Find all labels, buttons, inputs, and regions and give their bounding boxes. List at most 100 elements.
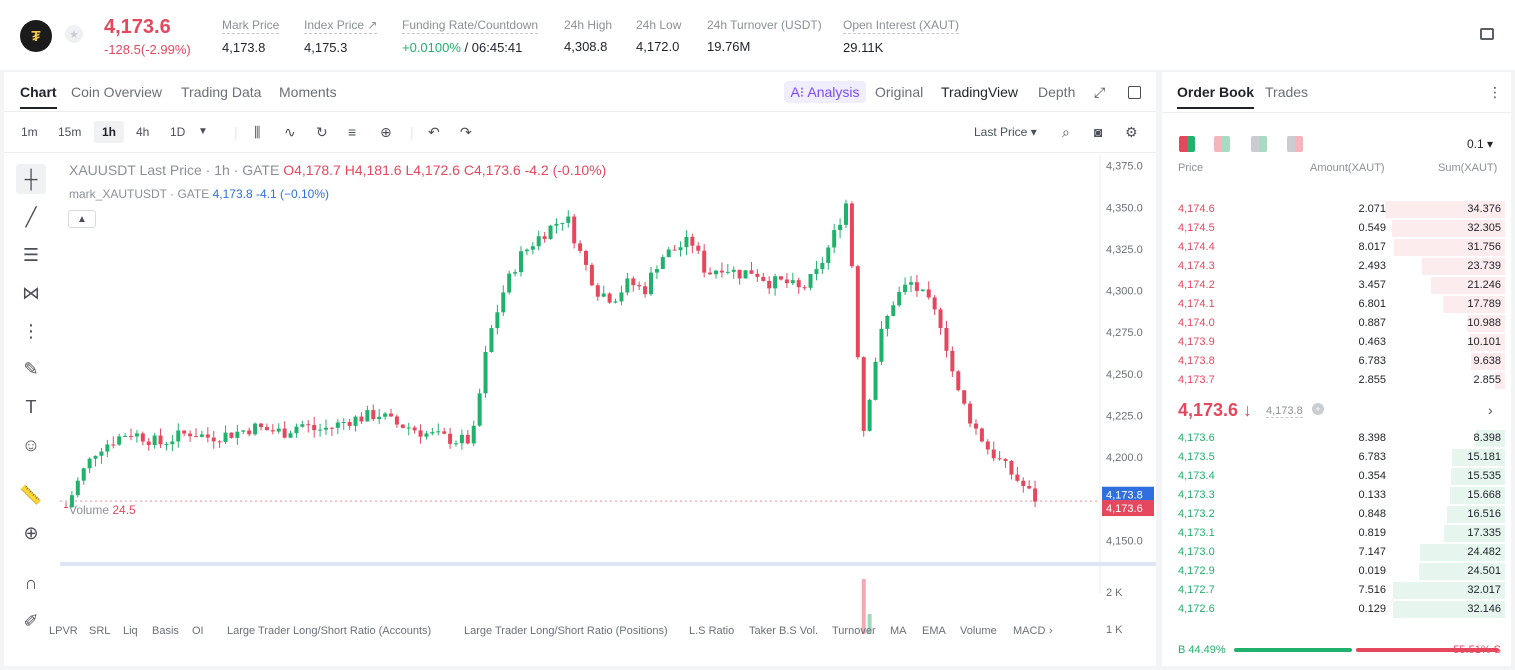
zoom-in-icon[interactable]: ⊕	[23, 522, 39, 543]
indicator-liq[interactable]: Liq	[123, 625, 138, 637]
indicator-large-trader-long-short-ratio-positions-[interactable]: Large Trader Long/Short Ratio (Positions…	[464, 625, 668, 637]
bid-row[interactable]: 4,173.3 0.133 15.668	[1162, 486, 1511, 505]
search-icon[interactable]: ⌕	[1062, 124, 1070, 140]
candle-type-icon[interactable]: ⫼	[254, 124, 261, 140]
pattern-icon[interactable]: ⋈	[22, 282, 40, 303]
indicator-oi[interactable]: OI	[192, 625, 204, 637]
trendline-icon[interactable]: ╱	[25, 206, 37, 227]
bid-row[interactable]: 4,173.4 0.354 15.535	[1162, 467, 1511, 486]
ask-row[interactable]: 4,174.1 6.801 17.789	[1162, 295, 1511, 314]
tf-1m[interactable]: 1m	[21, 125, 38, 139]
ask-row[interactable]: 4,174.4 8.017 31.756	[1162, 238, 1511, 257]
indicator-taker-b-s-vol-[interactable]: Taker B.S Vol.	[749, 625, 819, 637]
ai-analysis-button[interactable]: A⁝ Analysis	[784, 81, 866, 103]
ask-row[interactable]: 4,173.7 2.855 2.855	[1162, 371, 1511, 390]
bid-row[interactable]: 4,172.6 0.129 32.146	[1162, 600, 1511, 619]
ask-row[interactable]: 4,174.3 2.493 23.739	[1162, 257, 1511, 276]
view-mixed-icon[interactable]	[1214, 136, 1230, 152]
bid-row[interactable]: 4,173.2 0.848 16.516	[1162, 505, 1511, 524]
view-original[interactable]: Original	[875, 84, 924, 100]
candle-body	[87, 458, 92, 469]
info-icon[interactable]: +	[1312, 403, 1324, 415]
tab-moments[interactable]: Moments	[279, 84, 337, 100]
chevron-right-icon[interactable]: ›	[1488, 402, 1493, 418]
indicator-lpvr[interactable]: LPVR	[49, 625, 78, 637]
ask-row[interactable]: 4,174.2 3.457 21.246	[1162, 276, 1511, 295]
template-icon[interactable]: ≡	[348, 124, 357, 140]
indicator-volume[interactable]: Volume	[960, 625, 997, 637]
candle-body	[914, 282, 919, 291]
indicator-macd[interactable]: MACD	[1013, 625, 1046, 637]
more-menu-icon[interactable]: ⋮	[1488, 84, 1502, 100]
tf-15m[interactable]: 15m	[58, 125, 82, 139]
indicator-srl[interactable]: SRL	[89, 625, 111, 637]
brush-icon[interactable]: ✎	[23, 358, 39, 379]
vol-tick-label: 2 K	[1106, 587, 1123, 599]
tf-dropdown-icon[interactable]: ▼	[198, 126, 208, 137]
camera-icon[interactable]: ◙	[1094, 124, 1103, 140]
bid-row[interactable]: 4,173.5 6.783 15.181	[1162, 448, 1511, 467]
indicator-icon[interactable]: ∿	[284, 124, 296, 140]
tab-trades[interactable]: Trades	[1265, 84, 1309, 100]
emoji-icon[interactable]: ☺	[21, 434, 41, 455]
expand-icon[interactable]: ⤢	[1094, 84, 1106, 100]
indicator-ema[interactable]: EMA	[922, 625, 946, 637]
indicator-large-trader-long-short-ratio-accounts-[interactable]: Large Trader Long/Short Ratio (Accounts)	[227, 625, 432, 637]
ask-row[interactable]: 4,174.0 0.887 10.988	[1162, 314, 1511, 333]
indicator-scroll-right-icon[interactable]: ›	[1049, 625, 1053, 637]
tab-order-book[interactable]: Order Book	[1177, 84, 1255, 109]
ask-row[interactable]: 4,173.9 0.463 10.101	[1162, 333, 1511, 352]
ask-row[interactable]: 4,174.5 0.549 32.305	[1162, 219, 1511, 238]
depth-bar	[1431, 277, 1505, 294]
row-sum: 24.501	[1467, 565, 1501, 577]
candle-body	[625, 278, 630, 293]
price-chart[interactable]: 4,375.0 4,350.0 4,325.0 4,300.0 4,275.0 4,250…	[4, 154, 1156, 634]
ask-row[interactable]: 4,173.8 6.783 9.638	[1162, 352, 1511, 371]
indicator-turnover[interactable]: Turnover	[832, 625, 876, 637]
text-tool-icon[interactable]: T	[25, 396, 37, 417]
magnet-icon[interactable]: ∩	[24, 572, 38, 593]
fib-lines-icon[interactable]: ☰	[22, 244, 40, 265]
view-depth[interactable]: Depth	[1038, 84, 1076, 100]
candle-body	[938, 309, 943, 329]
undo-icon[interactable]: ↶	[428, 124, 440, 140]
collapse-legend-button[interactable]: ▲	[68, 210, 96, 228]
book-icon[interactable]	[1480, 28, 1494, 40]
row-price: 4,174.6	[1178, 203, 1215, 215]
indicator-l-s-ratio[interactable]: L.S Ratio	[689, 625, 735, 637]
projection-icon[interactable]: ⋮	[22, 320, 40, 341]
bid-row[interactable]: 4,172.9 0.019 24.501	[1162, 562, 1511, 581]
replay-icon[interactable]: ↻	[316, 124, 328, 140]
add-indicator-icon[interactable]: ⊕	[380, 124, 392, 140]
bid-row[interactable]: 4,173.1 0.819 17.335	[1162, 524, 1511, 543]
tab-coin-overview[interactable]: Coin Overview	[71, 84, 163, 100]
crosshair-icon[interactable]: ┼	[16, 164, 46, 194]
settings-gear-icon[interactable]: ⚙	[1125, 124, 1138, 140]
tf-1h[interactable]: 1h	[94, 121, 125, 143]
bid-row[interactable]: 4,172.7 7.516 32.017	[1162, 581, 1511, 600]
tf-1d[interactable]: 1D	[170, 125, 186, 139]
tf-4h[interactable]: 4h	[136, 125, 150, 139]
tab-chart[interactable]: Chart	[20, 84, 57, 109]
bid-row[interactable]: 4,173.6 8.398 8.398	[1162, 429, 1511, 448]
precision-select[interactable]: 0.1 ▾	[1467, 137, 1494, 151]
favorite-star-icon[interactable]: ★	[65, 25, 83, 43]
ruler-icon[interactable]: 📏	[19, 484, 43, 505]
fullscreen-icon[interactable]	[1128, 86, 1141, 99]
stat-index-price[interactable]: Index Price ↗ 4,175.3	[304, 18, 378, 55]
view-both-icon[interactable]	[1179, 136, 1195, 152]
price-type-select[interactable]: Last Price ▾	[974, 125, 1037, 139]
y-tick-label: 4,325.0	[1106, 244, 1143, 256]
row-price: 4,174.4	[1178, 241, 1215, 253]
lock-drawing-icon[interactable]: ✐	[23, 610, 39, 631]
bid-row[interactable]: 4,173.0 7.147 24.482	[1162, 543, 1511, 562]
indicator-ma[interactable]: MA	[890, 625, 907, 637]
indicator-basis[interactable]: Basis	[152, 625, 179, 637]
view-tradingview[interactable]: TradingView	[941, 84, 1019, 100]
view-asks-icon[interactable]	[1287, 136, 1303, 152]
tab-trading-data[interactable]: Trading Data	[181, 84, 262, 100]
redo-icon[interactable]: ↷	[460, 124, 472, 140]
view-bids-icon[interactable]	[1251, 136, 1267, 152]
row-sum: 31.756	[1467, 241, 1501, 253]
ask-row[interactable]: 4,174.6 2.071 34.376	[1162, 200, 1511, 219]
